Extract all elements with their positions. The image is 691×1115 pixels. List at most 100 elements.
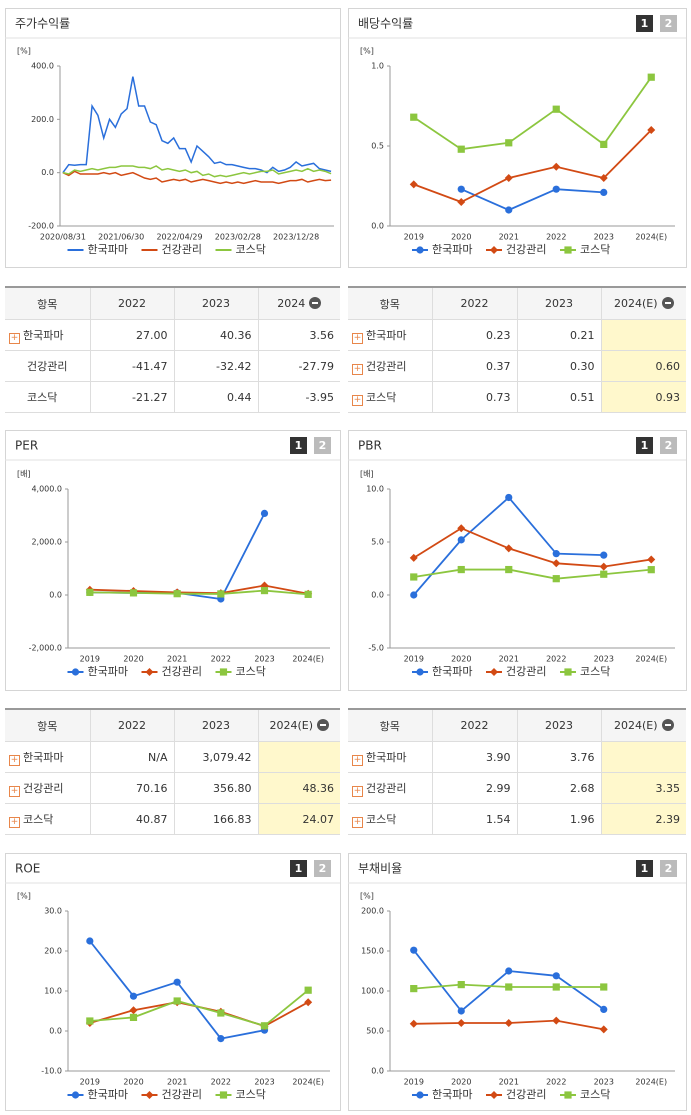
expand-button[interactable]: + <box>352 332 363 344</box>
legend-label: 코스닥 <box>236 243 266 256</box>
y-tick-label: 5.0 <box>371 538 384 547</box>
tab[interactable] <box>314 860 331 877</box>
table-row: + 한국파마 N/A 3,079.42 <box>5 741 340 773</box>
y-tick-label: 10.0 <box>366 485 384 494</box>
point <box>410 985 418 993</box>
expand-button[interactable]: + <box>9 816 20 828</box>
expand-button[interactable]: + <box>352 754 363 766</box>
expand-button[interactable]: + <box>9 332 20 344</box>
expand-button[interactable]: + <box>352 363 363 375</box>
tab[interactable] <box>636 860 653 877</box>
expand-button[interactable]: + <box>352 785 363 797</box>
y-tick-label: 20.0 <box>44 947 62 956</box>
point <box>600 551 608 559</box>
x-tick-label: 2020 <box>451 1078 471 1087</box>
tab[interactable] <box>314 437 331 454</box>
table-cell: -3.95 <box>258 381 340 413</box>
header-text: 항목 <box>379 297 400 311</box>
tab[interactable] <box>636 15 653 32</box>
point <box>260 1022 269 1030</box>
y-tick-label: -5.0 <box>368 644 384 653</box>
tab[interactable] <box>636 437 653 454</box>
tab-label: 2 <box>665 439 673 452</box>
collapse-button[interactable] <box>309 297 322 309</box>
table-cell: 27.00 <box>90 319 175 351</box>
x-tick-label: 2023 <box>594 233 614 242</box>
table-row: + 한국파마 0.23 0.21 <box>348 319 686 351</box>
header-text: 2023 <box>202 297 230 310</box>
expand-button[interactable]: + <box>9 785 20 797</box>
point <box>129 1006 138 1015</box>
header-row: 항목 2022 2023 2024(E) <box>348 287 686 320</box>
point <box>457 565 465 574</box>
panel <box>348 8 687 268</box>
legend-label: 한국파마 <box>432 665 472 678</box>
point <box>217 1035 225 1043</box>
table-cell: 40.87 <box>90 803 175 835</box>
point <box>457 1007 465 1015</box>
x-tick-label: 2019 <box>80 1078 100 1087</box>
collapse-button[interactable] <box>317 719 330 731</box>
table-cell: 0.93 <box>601 381 686 413</box>
point <box>564 1091 572 1099</box>
point <box>219 668 228 676</box>
x-tick-label: 2024(E) <box>635 655 667 664</box>
x-tick-label: 2020 <box>123 655 143 664</box>
table-row: + 한국파마 27.00 40.36 3.56 <box>5 319 340 351</box>
point <box>457 185 465 193</box>
table-cell: 0.73 <box>432 381 518 413</box>
table-cell: 3.76 <box>517 741 602 773</box>
collapse-button[interactable] <box>661 297 674 309</box>
header-text: 2022 <box>460 297 489 310</box>
expand-button[interactable]: + <box>9 754 20 766</box>
table-cell: 356.80 <box>174 772 259 804</box>
row-name: 한국파마 <box>23 328 64 342</box>
point <box>505 493 513 502</box>
table-cell: 2.68 <box>517 772 602 804</box>
row-name-cell: + 코스닥 <box>5 803 91 835</box>
point <box>599 174 608 182</box>
y-tick-label: 200.0 <box>361 907 384 916</box>
tab[interactable] <box>290 437 307 454</box>
tab-label: 2 <box>665 862 673 875</box>
table-cell: 0.37 <box>432 350 518 382</box>
tab[interactable] <box>290 860 307 877</box>
point <box>457 198 466 206</box>
point <box>564 668 572 676</box>
x-tick-label: 2024(E) <box>292 655 324 664</box>
line <box>460 188 604 211</box>
line <box>89 989 309 1027</box>
row-name: 코스닥 <box>27 391 58 404</box>
expand-button[interactable]: + <box>352 394 363 406</box>
header-cell: 2024(E) <box>601 709 686 742</box>
y-tick-label: 0.0 <box>41 168 54 177</box>
expand-button[interactable]: + <box>352 816 363 828</box>
point <box>145 1091 154 1099</box>
table-row: + 건강관리 2.99 2.68 3.35 <box>348 772 686 804</box>
x-tick-label: 2024(E) <box>635 233 667 242</box>
legend-label: 코스닥 <box>580 1088 610 1101</box>
y-tick-label: 0.0 <box>371 1067 384 1076</box>
x-tick-label: 2024(E) <box>292 1078 324 1087</box>
header-text: 2023 <box>545 719 573 732</box>
tab[interactable] <box>660 437 677 454</box>
table-cell: 1.96 <box>517 803 602 835</box>
table-cell: 3.35 <box>601 772 686 804</box>
table-row: + 한국파마 3.90 3.76 <box>348 741 686 773</box>
x-tick-label: 2020 <box>451 233 471 242</box>
header-text: 2024(E) <box>269 719 314 732</box>
y-tick-label: 100.0 <box>361 987 384 996</box>
x-tick-label: 2021 <box>499 655 519 664</box>
tab[interactable] <box>660 860 677 877</box>
point <box>647 126 656 134</box>
point <box>409 553 418 562</box>
table-cell: -32.42 <box>174 350 259 382</box>
tab-label: 2 <box>319 439 327 452</box>
collapse-button[interactable] <box>661 719 674 731</box>
tab[interactable] <box>660 15 677 32</box>
row-name: 코스닥 <box>366 390 397 404</box>
point <box>505 206 513 214</box>
point <box>304 986 312 994</box>
table-cell: 2.39 <box>601 803 686 835</box>
